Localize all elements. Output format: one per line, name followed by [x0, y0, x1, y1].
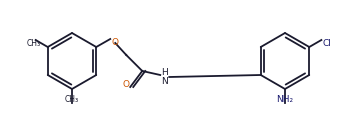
Text: H
N: H N [161, 68, 168, 86]
Text: CH₃: CH₃ [65, 95, 79, 104]
Text: Cl: Cl [322, 39, 331, 48]
Text: O: O [122, 80, 129, 89]
Text: O: O [111, 38, 118, 47]
Text: NH₂: NH₂ [276, 95, 293, 104]
Text: CH₃: CH₃ [27, 39, 41, 48]
